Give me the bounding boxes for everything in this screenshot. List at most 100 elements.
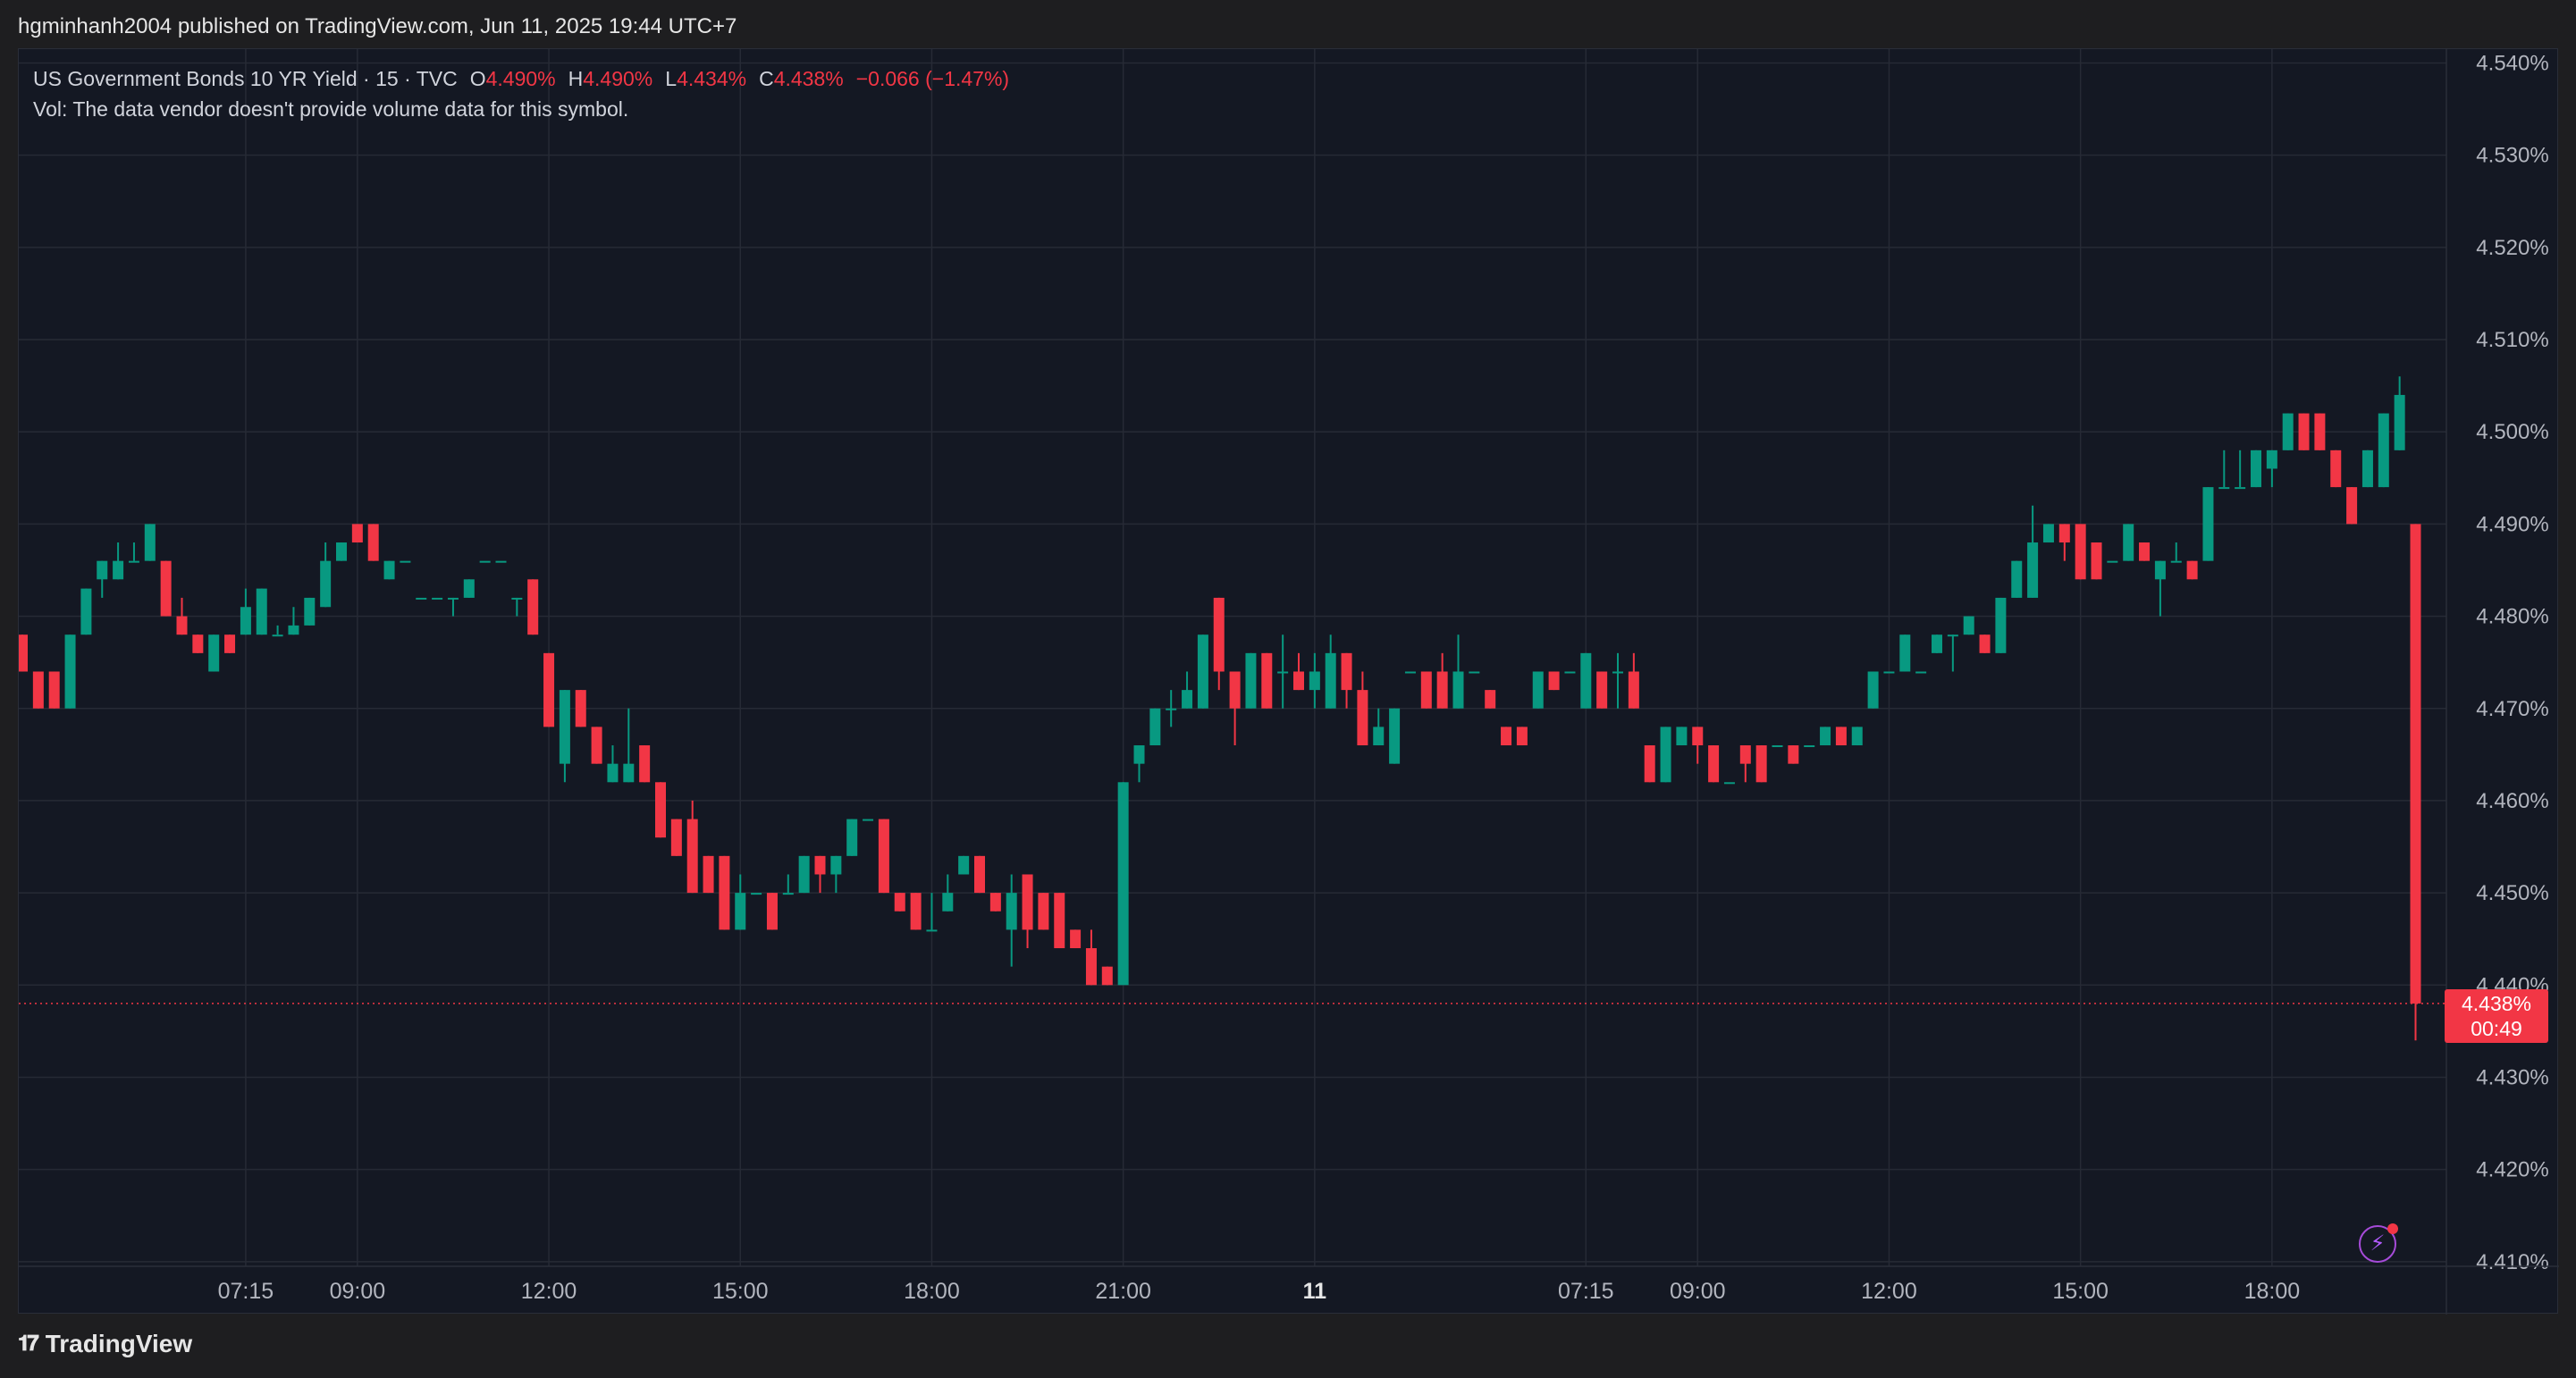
- candle[interactable]: [1548, 671, 1560, 691]
- candle[interactable]: [639, 745, 651, 783]
- candle[interactable]: [575, 690, 586, 727]
- candle[interactable]: [1979, 634, 1991, 653]
- candle[interactable]: [447, 597, 459, 617]
- candle[interactable]: [1628, 652, 1639, 709]
- candle[interactable]: [1580, 652, 1592, 709]
- candle[interactable]: [543, 652, 555, 727]
- candle[interactable]: [623, 708, 635, 783]
- candle[interactable]: [511, 597, 523, 617]
- candle[interactable]: [686, 800, 698, 894]
- candle[interactable]: [1469, 671, 1480, 674]
- candle[interactable]: [1166, 690, 1177, 727]
- candle[interactable]: [1899, 634, 1911, 672]
- candle[interactable]: [336, 542, 347, 561]
- candle[interactable]: [176, 597, 188, 635]
- candle[interactable]: [48, 671, 60, 709]
- candle[interactable]: [80, 588, 92, 635]
- candle[interactable]: [432, 597, 443, 600]
- candle[interactable]: [1915, 671, 1927, 674]
- candle[interactable]: [64, 634, 76, 709]
- candle[interactable]: [113, 542, 124, 580]
- candlestick-chart[interactable]: 4.540% 4.530% 4.520% 4.510% 4.500% 4.490% 4.48…: [19, 49, 2559, 1315]
- candle[interactable]: [830, 855, 842, 894]
- candle[interactable]: [1213, 597, 1225, 691]
- candle[interactable]: [1149, 708, 1161, 746]
- candle[interactable]: [2410, 524, 2421, 1041]
- candle[interactable]: [863, 819, 874, 821]
- candle[interactable]: [2027, 505, 2039, 598]
- candle[interactable]: [2346, 487, 2358, 525]
- candle[interactable]: [814, 855, 826, 894]
- candle[interactable]: [1341, 652, 1352, 709]
- candle[interactable]: [1867, 671, 1879, 709]
- candle[interactable]: [894, 893, 905, 912]
- candle[interactable]: [2378, 413, 2389, 488]
- candle[interactable]: [240, 588, 251, 635]
- candle[interactable]: [2058, 524, 2070, 561]
- candle[interactable]: [2139, 542, 2151, 561]
- candle[interactable]: [463, 579, 475, 598]
- candle[interactable]: [670, 819, 682, 856]
- candle[interactable]: [2107, 560, 2118, 563]
- candle[interactable]: [878, 819, 889, 894]
- candle[interactable]: [1054, 893, 1065, 949]
- candle[interactable]: [846, 819, 858, 856]
- candle[interactable]: [798, 855, 810, 894]
- candle[interactable]: [1277, 634, 1289, 709]
- candle[interactable]: [958, 855, 970, 875]
- candle[interactable]: [32, 671, 44, 709]
- candle[interactable]: [782, 874, 794, 895]
- candle[interactable]: [288, 607, 299, 635]
- candle[interactable]: [1373, 708, 1385, 746]
- candle[interactable]: [1723, 782, 1735, 785]
- candle[interactable]: [1772, 745, 1783, 748]
- candle[interactable]: [2123, 524, 2134, 561]
- candle[interactable]: [2282, 413, 2294, 450]
- symbol-name[interactable]: US Government Bonds 10 YR Yield · 15 · T…: [33, 67, 458, 90]
- candle[interactable]: [1006, 874, 1017, 967]
- candle[interactable]: [2330, 450, 2342, 488]
- candle[interactable]: [2170, 542, 2182, 563]
- candle[interactable]: [19, 634, 28, 672]
- candle[interactable]: [2091, 542, 2102, 580]
- candle[interactable]: [479, 560, 491, 563]
- candle[interactable]: [1804, 745, 1815, 748]
- candle[interactable]: [1357, 671, 1368, 746]
- candle[interactable]: [1404, 671, 1416, 674]
- candle[interactable]: [2042, 524, 2054, 543]
- candle[interactable]: [942, 874, 954, 912]
- candle[interactable]: [527, 579, 539, 635]
- candle[interactable]: [1245, 652, 1257, 709]
- candle[interactable]: [1788, 745, 1799, 764]
- candle[interactable]: [1883, 671, 1895, 674]
- candle[interactable]: [1325, 634, 1336, 709]
- candle[interactable]: [1995, 597, 2007, 653]
- candle[interactable]: [351, 524, 363, 543]
- candle[interactable]: [559, 690, 570, 783]
- candle[interactable]: [304, 597, 316, 626]
- candle[interactable]: [1532, 671, 1544, 709]
- candle[interactable]: [224, 634, 236, 653]
- candle[interactable]: [1436, 652, 1448, 709]
- candle[interactable]: [256, 588, 267, 635]
- candle[interactable]: [2394, 376, 2405, 450]
- candle[interactable]: [160, 560, 172, 617]
- candle[interactable]: [974, 855, 985, 894]
- candle[interactable]: [607, 745, 619, 783]
- candle[interactable]: [910, 893, 922, 930]
- candle[interactable]: [2186, 560, 2198, 580]
- tradingview-logo[interactable]: 𝟏𝟕 TradingView: [18, 1330, 192, 1358]
- candle[interactable]: [272, 625, 283, 637]
- candle[interactable]: [703, 855, 714, 894]
- candle[interactable]: [719, 855, 730, 930]
- candle[interactable]: [2202, 487, 2214, 561]
- candle[interactable]: [1596, 671, 1608, 709]
- candle[interactable]: [926, 893, 938, 932]
- candle[interactable]: [2154, 560, 2166, 617]
- candle[interactable]: [1182, 671, 1193, 709]
- candle[interactable]: [655, 782, 666, 838]
- candle[interactable]: [2314, 413, 2326, 450]
- candle[interactable]: [2361, 450, 2373, 488]
- candle[interactable]: [989, 893, 1001, 912]
- candle[interactable]: [1197, 634, 1208, 709]
